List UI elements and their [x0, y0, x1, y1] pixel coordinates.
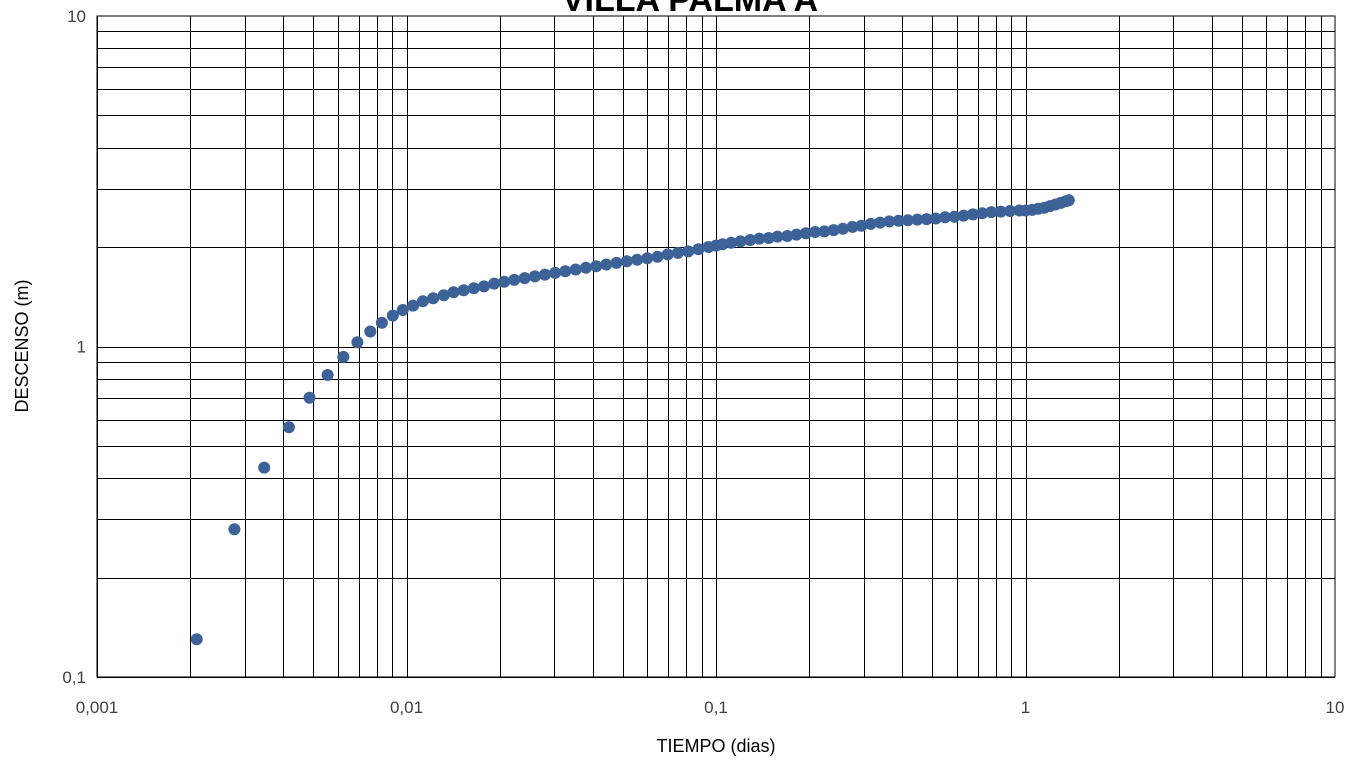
data-point	[427, 292, 440, 305]
plot-frame	[96, 15, 1336, 678]
data-point	[929, 212, 942, 225]
data-point	[457, 284, 470, 297]
data-point	[407, 299, 420, 312]
data-point	[734, 235, 747, 248]
data-point	[303, 391, 316, 404]
y-tick-label: 1	[77, 338, 86, 357]
grid	[97, 16, 1335, 678]
data-point	[781, 230, 794, 242]
data-point	[920, 213, 933, 226]
data-point	[437, 289, 450, 302]
data-point	[569, 263, 582, 276]
data-point	[386, 309, 399, 322]
data-point	[939, 211, 952, 224]
data-point	[799, 227, 812, 240]
data-point	[818, 225, 831, 238]
data-point	[579, 261, 592, 274]
data-point	[911, 213, 924, 226]
data-point	[447, 286, 460, 299]
x-tick-labels: 0,001 0,01 0,1 1 10	[76, 698, 1345, 717]
data-point	[692, 243, 705, 256]
data-point	[538, 268, 551, 281]
data-point	[809, 226, 822, 238]
data-point	[966, 208, 979, 221]
data-point	[671, 246, 684, 259]
data-point	[976, 207, 989, 220]
x-tick-label: 1	[1021, 698, 1030, 717]
data-point	[827, 224, 840, 237]
data-point	[762, 232, 775, 244]
data-point	[957, 209, 970, 222]
data-point	[478, 280, 490, 293]
data-point	[518, 272, 531, 285]
data-point	[846, 220, 859, 233]
y-tick-labels: 0,1 1 10	[62, 7, 86, 687]
data-point	[337, 350, 350, 363]
x-tick-label: 0,1	[704, 698, 728, 717]
data-point	[901, 214, 914, 227]
data-point	[855, 219, 868, 232]
data-point	[258, 461, 271, 474]
data-point	[641, 252, 654, 265]
data-point	[790, 228, 803, 241]
data-point	[994, 205, 1007, 218]
x-axis-title: TIEMPO (dias)	[656, 736, 775, 756]
data-point	[228, 523, 241, 536]
data-point	[321, 369, 334, 381]
data-point	[1004, 205, 1016, 217]
x-tick-label: 10	[1326, 698, 1345, 717]
data-point	[375, 316, 388, 329]
data-point	[396, 304, 409, 316]
data-point	[661, 248, 674, 261]
data-point	[590, 260, 603, 273]
data-point	[351, 336, 364, 349]
data-point	[488, 277, 501, 290]
y-tick-label: 10	[67, 7, 86, 26]
data-point	[559, 265, 572, 278]
data-points	[190, 194, 1075, 646]
y-axis-title: DESCENSO (m)	[12, 279, 32, 412]
data-point	[985, 206, 998, 219]
data-point	[282, 421, 295, 434]
chart-title: VILLA PALMA A	[562, 0, 818, 19]
data-point	[682, 245, 695, 258]
data-point	[744, 234, 757, 246]
data-point	[651, 250, 664, 263]
data-point	[1062, 194, 1075, 207]
data-point	[753, 232, 766, 245]
data-point	[864, 217, 877, 230]
data-point	[508, 273, 521, 286]
data-point	[498, 275, 511, 288]
data-point	[528, 270, 541, 283]
data-point	[874, 216, 887, 229]
data-point	[467, 282, 480, 295]
data-point	[600, 258, 613, 271]
data-point	[725, 236, 738, 249]
data-point	[883, 215, 896, 228]
x-tick-label: 0,001	[76, 698, 119, 717]
data-point	[610, 256, 623, 269]
x-tick-label: 0,01	[390, 698, 423, 717]
data-point	[631, 253, 644, 266]
data-point	[190, 633, 203, 646]
data-point	[364, 325, 377, 338]
data-point	[549, 266, 562, 279]
data-point	[416, 295, 429, 308]
y-tick-label: 0,1	[62, 668, 86, 687]
data-point	[620, 255, 633, 268]
data-point	[892, 214, 905, 227]
data-point	[771, 230, 784, 243]
data-point	[836, 222, 849, 235]
data-point	[948, 210, 961, 223]
